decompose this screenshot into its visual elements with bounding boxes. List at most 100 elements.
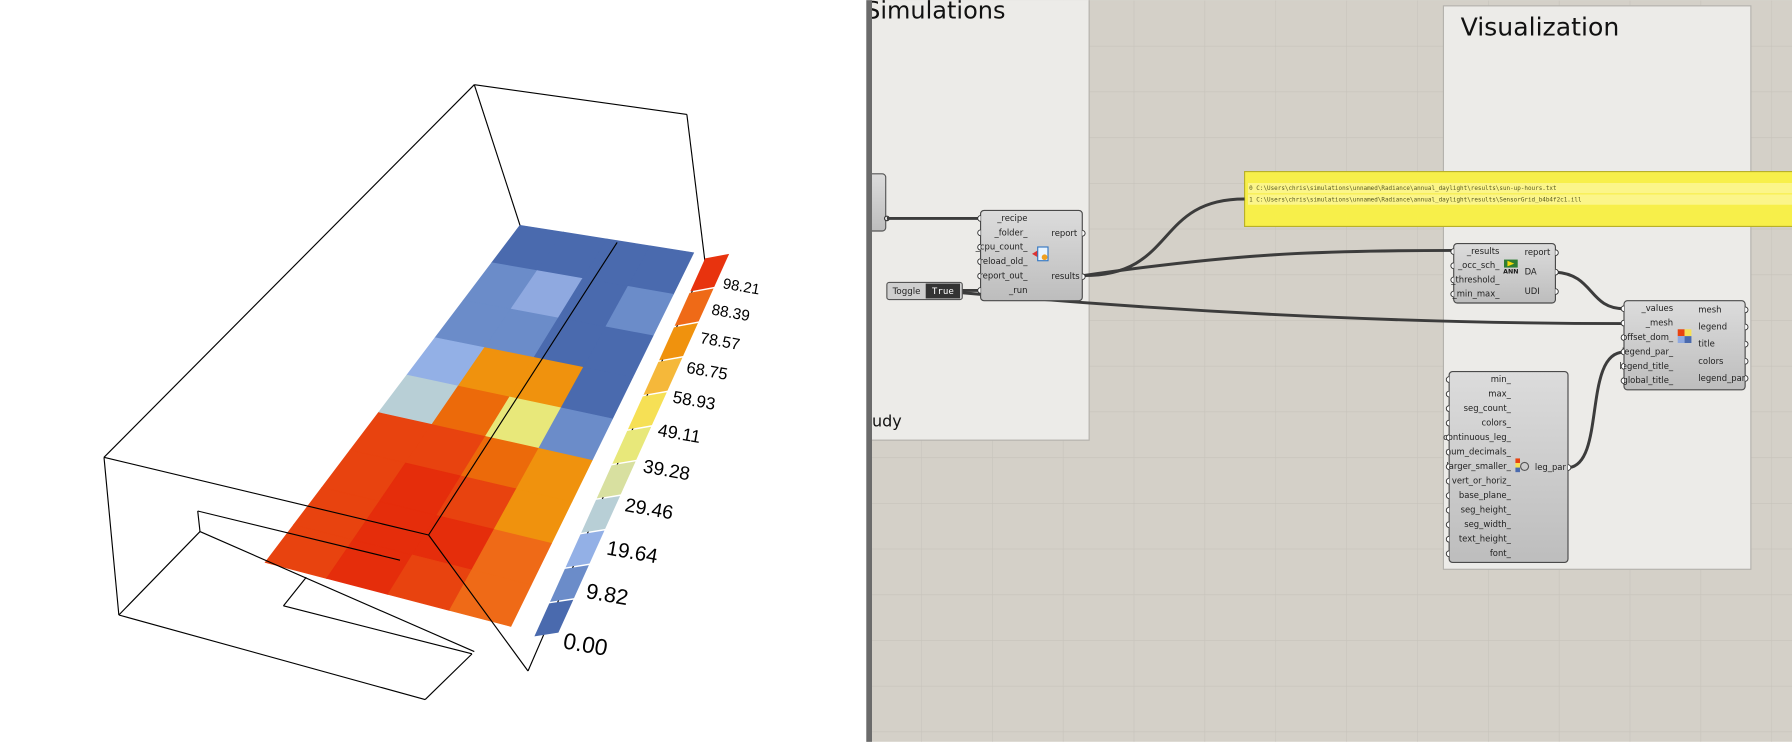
input-port[interactable] — [1445, 550, 1450, 558]
input-label: global_title_ — [1622, 375, 1673, 385]
output-port[interactable] — [1567, 464, 1572, 471]
input-label: font_ — [1490, 548, 1512, 558]
input-port[interactable] — [1445, 521, 1450, 529]
toggle-label: Toggle — [892, 287, 921, 297]
input-label: num_decimals_ — [1446, 447, 1512, 457]
component-icon — [1677, 329, 1685, 337]
input-port[interactable] — [1445, 492, 1450, 499]
input-port[interactable] — [1450, 248, 1454, 255]
toggle-value-box[interactable] — [925, 283, 960, 299]
component-icon — [1507, 260, 1515, 267]
bounding-geometry — [103, 84, 706, 701]
input-port[interactable] — [1450, 290, 1454, 298]
output-port[interactable] — [1745, 340, 1749, 348]
components: _recipe_folder__cpu_count_reload_old_rep… — [975, 209, 1749, 563]
output-port[interactable] — [1745, 375, 1749, 382]
component[interactable]: min_ max_ seg_count_ colors_ continuous_leg_… — [1443, 371, 1572, 563]
input-port[interactable] — [1620, 319, 1625, 327]
output-label: report — [1525, 247, 1551, 257]
component[interactable]: _recipe_folder__cpu_count_reload_old_rep… — [975, 209, 1086, 302]
input-port[interactable] — [1620, 334, 1625, 341]
component[interactable]: _values_meshoffset_dom_legend_par_legend… — [1619, 300, 1749, 391]
input-label: seg_width_ — [1464, 519, 1511, 529]
input-label: _mesh — [1645, 318, 1673, 328]
input-label: text_height_ — [1459, 534, 1512, 544]
input-label: colors_ — [1481, 418, 1511, 428]
input-label: base_plane_ — [1459, 490, 1512, 500]
component-icon — [1684, 336, 1692, 343]
component-icon — [1515, 467, 1520, 473]
input-port[interactable] — [977, 258, 981, 265]
component-icon — [1032, 250, 1038, 258]
input-port[interactable] — [1620, 348, 1625, 356]
wires — [886, 197, 1625, 470]
output-label: colors — [1698, 356, 1723, 366]
input-label: offset_dom_ — [1622, 332, 1674, 342]
input-port[interactable] — [1445, 376, 1450, 383]
input-label: legend_title_ — [1619, 361, 1674, 371]
rhino-viewport: 98.2188.3978.5768.7558.9349.1139.2829.46… — [0, 0, 867, 742]
component-body[interactable] — [979, 209, 1083, 302]
input-port[interactable] — [1445, 506, 1450, 514]
legend-swatch — [581, 495, 621, 533]
input-label: continuous_leg_ — [1443, 432, 1512, 442]
input-port[interactable] — [1450, 262, 1454, 270]
input-label: max_ — [1488, 389, 1511, 399]
output-port[interactable] — [1745, 306, 1749, 314]
legend-swatch — [549, 565, 589, 602]
panel-row — [1248, 194, 1792, 205]
input-label: legend_par_ — [1622, 346, 1674, 356]
component[interactable]: _results _occ_sch_ _threshold_ _min_max_ rep… — [1450, 243, 1559, 304]
wire — [1568, 350, 1625, 470]
input-port[interactable] — [977, 272, 981, 280]
input-port[interactable] — [1445, 477, 1450, 485]
panel-line: 0 C:\Users\chris\simulations\unnamed\Rad… — [1249, 185, 1556, 192]
input-port[interactable] — [1450, 276, 1454, 284]
component[interactable] — [846, 173, 887, 232]
input-port[interactable] — [977, 215, 981, 222]
input-port[interactable] — [1620, 377, 1625, 385]
input-port[interactable] — [977, 243, 981, 251]
input-port[interactable] — [1445, 448, 1450, 456]
output-port[interactable] — [1555, 268, 1559, 276]
input-label: _threshold_ — [1450, 274, 1500, 284]
panel-line: 1 C:\Users\chris\simulations\unnamed\Rad… — [1249, 196, 1581, 203]
input-port[interactable] — [1620, 363, 1625, 370]
output-port[interactable] — [1555, 249, 1559, 257]
group-footer: udy — [872, 411, 902, 430]
legend-swatch — [643, 357, 683, 395]
component-icon — [1515, 463, 1520, 468]
panel-row — [1248, 183, 1792, 194]
output-port[interactable] — [1082, 273, 1086, 281]
input-port[interactable] — [977, 229, 981, 237]
input-label: seg_count_ — [1464, 403, 1512, 413]
input-label: _min_max_ — [1451, 289, 1500, 299]
wire — [1083, 248, 1454, 278]
output-label: report — [1051, 228, 1077, 238]
input-port[interactable] — [1445, 419, 1450, 427]
output-label: legend_par — [1698, 373, 1746, 383]
output-port[interactable] — [1745, 357, 1749, 365]
legend-swatch — [534, 599, 574, 637]
input-label: larger_smaller_ — [1446, 461, 1511, 471]
input-label: reload_old_ — [980, 256, 1029, 266]
output-port[interactable] — [1555, 288, 1559, 295]
output-port[interactable] — [1082, 229, 1086, 237]
input-port[interactable] — [1445, 390, 1450, 398]
input-port[interactable] — [1445, 434, 1450, 441]
input-label: report_out_ — [979, 271, 1028, 281]
legend-label: 78.57 — [699, 330, 741, 354]
legend-swatch — [565, 530, 605, 568]
input-port[interactable] — [1445, 463, 1450, 470]
component-icon — [1037, 246, 1049, 262]
output-label: legend — [1698, 321, 1727, 331]
input-port[interactable] — [1620, 305, 1625, 313]
component-icon — [1677, 336, 1685, 343]
output-label: UDI — [1525, 286, 1540, 296]
input-port[interactable] — [1445, 535, 1450, 543]
output-port[interactable] — [1745, 323, 1749, 331]
input-port[interactable] — [977, 287, 981, 294]
input-port[interactable] — [1445, 405, 1450, 412]
input-label: min_ — [1491, 374, 1512, 384]
